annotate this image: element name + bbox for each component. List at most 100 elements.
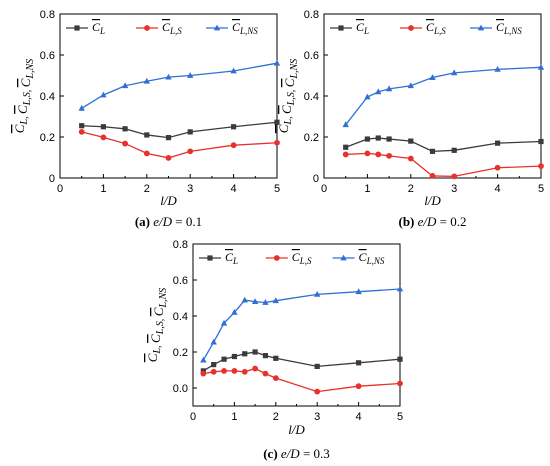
panel-b-series-1-point-1 [343,144,349,150]
legend-label-1-2: CL,S [162,20,182,36]
panel-a-legend-marker-1 [74,25,80,31]
panel-a-series-1 [79,119,280,141]
legend-label-2-3: CL,NS [496,20,522,36]
panel-b-ytick-label-2: 0.4 [304,91,319,103]
panel-b-series-2-point-3 [375,151,382,158]
panel-c-series-2-point-1 [200,370,207,377]
panel-a-legend-marker-2 [144,25,150,31]
legend-label-3-2: CL,S [292,250,312,266]
panel-b-series-2-point-9 [538,163,544,170]
legend-label-2-2: CL,S [426,20,446,36]
panel-c-series-1-point-2 [211,362,217,368]
panel-b-series-3-point-2 [364,93,371,100]
panel-a-series-2-point-2 [100,134,107,141]
panel-a-ytick-label-2: 0.4 [40,91,55,103]
panel-c-series-1-point-10 [356,360,362,366]
panel-c-series-1-point-11 [397,356,403,362]
panel-c-series-3-line [202,288,401,361]
panel-b-series-1-point-8 [495,140,501,146]
panel-c-series-2-point-8 [272,375,279,381]
panel-c-series-1-point-3 [221,356,227,362]
panel-c-caption: (c) e/D = 0.3 [263,446,330,461]
panel-b-series-3-point-9 [537,63,545,70]
panel-b-series-1-line [345,137,542,153]
panel-b-ytick-label-3: 0.6 [304,50,319,62]
panel-a-series-3-point-4 [143,77,150,84]
panel-c-series-1-point-9 [314,363,320,369]
panel-b-series-3-point-3 [375,88,382,95]
panel-a-ytick-label-3: 0.6 [40,50,55,62]
panel-a-series-1-point-1 [79,123,85,129]
panel-b-xtick-label-5: 5 [538,183,544,195]
panel-a-ytick-label-1: 0.2 [40,132,55,144]
panel-b-series-1-point-7 [451,147,457,153]
panel-a-series-1-point-3 [122,126,128,132]
panel-b-xtick-label-1: 1 [364,183,370,195]
panel-b-xtick-label-2: 2 [408,183,414,195]
panel-c-series-2-point-2 [210,368,217,375]
panel-b-xtick-label-3: 3 [451,183,457,195]
panel-a-series-3-point-3 [121,82,129,89]
panel-a-xtick-label-2: 2 [144,183,150,195]
panel-c-series-2-point-7 [262,370,269,377]
panel-a-series-3-point-1 [78,104,85,111]
panel-c-xtick-label-2: 2 [273,411,279,423]
legend-label-3-3: CL,NS [359,250,385,266]
panel-b-series-2-point-4 [386,152,392,159]
panel-c-series-1-point-5 [242,351,248,357]
panel-c-series-3-point-1 [200,356,207,363]
panel-a-legend-marker-3 [213,24,221,31]
panel-a-series-2-point-6 [187,148,194,155]
panel-c-series-2-point-11 [397,380,403,387]
panel-a-xtick-label-0: 0 [57,183,63,195]
panel-b-xtick-label-0: 0 [321,183,327,195]
panel-b-series-2-point-1 [342,151,349,158]
legend-label-3-1: CL [225,250,238,266]
panel-b-ylabel: CL, CL,S, CL,NS [276,59,300,133]
panel-a-series-2 [78,128,280,161]
panel-c-ytick-label-4: 0.8 [173,239,188,251]
panel-b-legend-marker-3 [477,24,485,31]
panel-a-xtick-label-4: 4 [231,183,237,195]
panel-c-series-3-point-11 [396,285,404,292]
panel-c-ytick-label-1: 0.2 [173,347,188,359]
panel-b-series-3-point-8 [494,65,501,72]
panel-b-series-2-point-6 [429,173,436,179]
panel-c-series-3-point-6 [251,298,259,304]
panel-c-series-3-point-3 [220,319,228,326]
panel-c-series-2-point-5 [241,368,248,375]
panel-c-xtick-label-5: 5 [397,411,403,423]
panel-b-xtick-label-4: 4 [495,183,501,195]
panel-a-ytick-label-0: 0 [49,173,55,185]
panel-c-legend-marker-1 [207,255,213,261]
panel-b-legend-marker-1 [338,25,344,31]
panel-b-series-2-point-2 [364,150,371,157]
panel-a-xtick-label-1: 1 [100,183,106,195]
panel-b-series-2-point-7 [451,173,458,180]
panel-b-series-1-point-5 [408,138,414,144]
panel-c-series-3-point-10 [355,288,362,295]
panel-c-xlabel: l/D [288,422,305,437]
panel-a-series-1-point-6 [187,129,193,135]
panel-b-series-3-point-1 [342,121,349,128]
panel-a-series-3 [78,59,281,111]
panel-b-series-1 [343,135,544,154]
panel-c-series-2-point-3 [221,368,227,374]
panel-a-series-3-point-8 [273,59,281,66]
panel-a-ytick-label-4: 0.8 [40,9,55,21]
panel-c-series-2-point-9 [314,388,321,395]
panel-b-series-1-point-6 [429,148,436,154]
panel-a-series-3-line [81,62,278,109]
panel-c-ytick-label-2: 0.4 [173,311,188,323]
panel-b-ytick-label-0: 0 [313,173,319,185]
panel-c-series-3-point-9 [314,291,321,297]
panel-a-xlabel: l/D [160,193,177,208]
panel-a-series-2-point-4 [143,150,150,157]
panel-a-frame [59,13,278,179]
panel-a-xtick-label-3: 3 [187,183,193,195]
panel-c-ytick-label-0: 0.0 [173,383,188,395]
legend-label-1-3: CL,NS [232,20,258,36]
panel-b-caption: (b) e/D = 0.2 [398,214,466,229]
panel-b-series-2 [342,150,544,180]
